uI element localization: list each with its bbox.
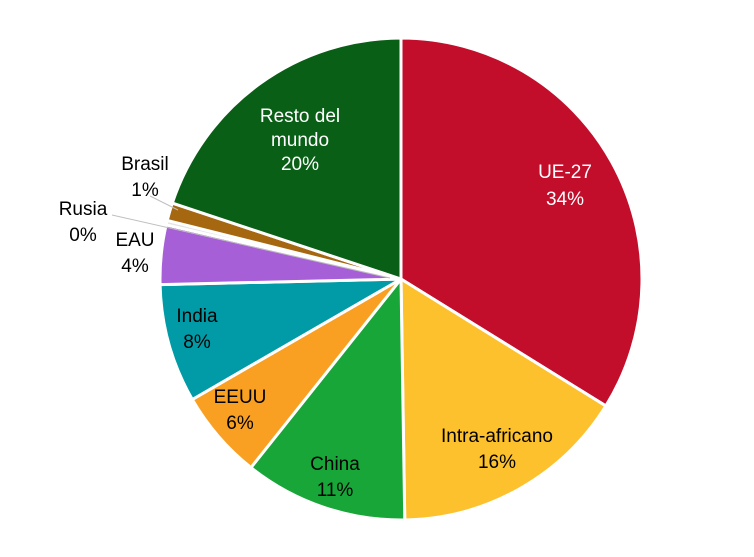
leader-line-brasil xyxy=(149,195,179,211)
label-intra-africano: Intra-africano 16% xyxy=(441,426,553,473)
label-brasil: Brasil 1% xyxy=(121,154,169,201)
label-brasil-name: Brasil xyxy=(121,154,169,175)
label-china: China 11% xyxy=(310,454,360,501)
label-brasil-pct: 1% xyxy=(131,180,159,201)
pie-slice-ue-27 xyxy=(399,36,644,408)
label-ue27-pct: 34% xyxy=(546,189,584,210)
label-intra-name: Intra-africano xyxy=(441,426,553,447)
label-india: India 8% xyxy=(176,306,218,353)
pie-slice-china xyxy=(249,277,407,522)
pie-slices xyxy=(158,36,644,522)
label-ue27: UE-27 34% xyxy=(538,162,592,210)
label-eau-name: EAU xyxy=(115,230,154,251)
label-eeuu: EEUU 6% xyxy=(214,387,267,434)
pie-slice-resto-del-mundo xyxy=(170,36,403,281)
label-india-pct: 8% xyxy=(183,332,211,353)
label-eeuu-pct: 6% xyxy=(226,413,254,434)
label-eeuu-name: EEUU xyxy=(214,387,267,408)
label-eau-pct: 4% xyxy=(121,256,149,277)
label-resto-pct: 20% xyxy=(281,154,319,175)
label-china-pct: 11% xyxy=(317,480,354,501)
label-eau: EAU 4% xyxy=(115,230,154,277)
label-india-name: India xyxy=(176,306,218,327)
label-resto-line1: Resto del xyxy=(260,106,340,127)
label-china-name: China xyxy=(310,454,360,475)
label-resto-line2: mundo xyxy=(271,130,329,151)
label-intra-pct: 16% xyxy=(478,452,516,473)
label-ue27-name: UE-27 xyxy=(538,162,592,183)
label-rusia: Rusia 0% xyxy=(59,199,108,246)
pie-slice-india xyxy=(158,277,403,401)
pie-slice-intra-africano xyxy=(399,277,608,522)
label-rusia-pct: 0% xyxy=(69,225,97,246)
label-resto-del-mundo: Resto del mundo 20% xyxy=(260,106,340,175)
leader-line-rusia xyxy=(111,214,391,279)
label-rusia-name: Rusia xyxy=(59,199,108,220)
